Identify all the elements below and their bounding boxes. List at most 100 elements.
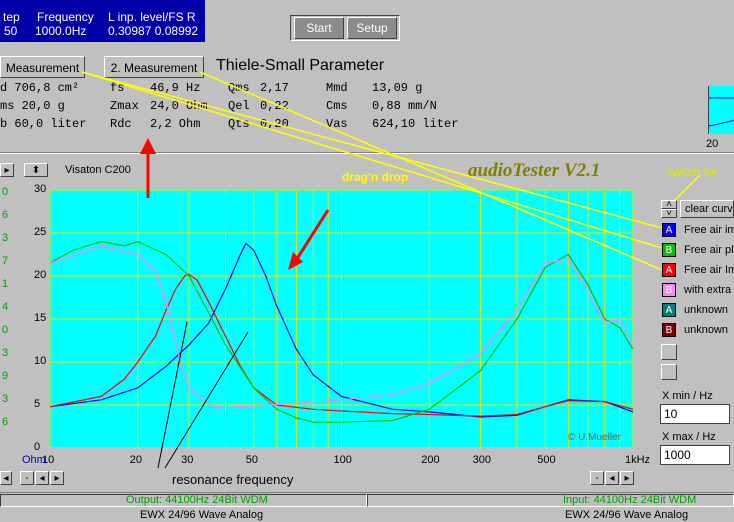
- red-arrow-up-head: [140, 138, 156, 154]
- status-col1-value: 50: [4, 24, 18, 38]
- param-volume: b 60,0 liter: [0, 117, 87, 131]
- green-tick: 4: [2, 301, 9, 313]
- x-tick-label: 20: [129, 454, 142, 466]
- status-col1-label: tep: [3, 10, 20, 24]
- param-qel-label: Qel: [228, 99, 250, 113]
- legend-swatch[interactable]: B: [662, 323, 676, 337]
- yellow-connector-line: [81, 71, 663, 229]
- green-tick: 1: [2, 278, 9, 290]
- yellow-connector-line: [199, 71, 663, 271]
- x-min-label: X min / Hz: [662, 390, 713, 402]
- speaker-name: Visaton C200: [65, 164, 131, 176]
- clear-curves-button[interactable]: clear curv: [680, 200, 734, 218]
- param-rdc-label: Rdc: [110, 117, 132, 131]
- legend-swatch[interactable]: B: [662, 283, 676, 297]
- page-title: Thiele-Small Parameter: [216, 57, 385, 74]
- zoom-out-button[interactable]: -: [590, 471, 604, 485]
- scroll-left-button[interactable]: ▸: [0, 163, 14, 177]
- scroll-right-2[interactable]: ▸: [50, 471, 64, 485]
- y-tick-label: 15: [34, 312, 47, 324]
- legend-swatch[interactable]: A: [662, 263, 676, 277]
- red-arrow-diagonal-head: [288, 252, 303, 270]
- zoom-button[interactable]: -: [20, 471, 34, 485]
- copyright-label: © U.Mueller: [568, 432, 621, 443]
- separator: [0, 152, 734, 154]
- status-col2-value: 1000.0Hz: [35, 24, 87, 38]
- legend-label[interactable]: unknown: [684, 324, 729, 336]
- scroll-left-2[interactable]: ◂: [35, 471, 49, 485]
- param-mass: ms 20,0 g: [0, 99, 65, 113]
- left-scale-green: 0 6 3 7 1 4 0 3 9 3 6: [0, 186, 14, 456]
- param-fs-value: 46,9 Hz: [150, 81, 201, 95]
- zoom-left-button[interactable]: ◂: [0, 471, 12, 485]
- x-tick-label: 100: [333, 454, 352, 466]
- mini-plot-tick: 20: [706, 138, 719, 150]
- x-max-input[interactable]: [660, 445, 730, 465]
- param-mmd-value: 13,09 g: [372, 81, 423, 95]
- legend-label[interactable]: unknown: [684, 304, 729, 316]
- legend-down-button[interactable]: ˅: [661, 209, 677, 219]
- measurement-2-button[interactable]: 2. Measurement: [104, 56, 204, 78]
- updown-button[interactable]: ⬍: [24, 163, 48, 177]
- param-area: d 706,8 cm²: [0, 81, 80, 95]
- green-tick: 6: [2, 416, 9, 428]
- x-tick-label: 50: [245, 454, 258, 466]
- legend-label[interactable]: Free air im: [684, 224, 734, 236]
- green-tick: 3: [2, 232, 9, 244]
- start-button[interactable]: Start: [294, 17, 344, 39]
- series-line-2: [49, 240, 634, 423]
- legend-empty-slot[interactable]: [661, 344, 677, 360]
- status-col3-label: L inp. level/FS R: [108, 10, 196, 24]
- legend-empty-slot[interactable]: [661, 364, 677, 380]
- legend-label[interactable]: with extra: [684, 284, 732, 296]
- status-panel: tep Frequency L inp. level/FS R 50 1000.…: [0, 0, 205, 42]
- param-vas-value: 624,10 liter: [372, 117, 459, 131]
- green-tick: 6: [2, 209, 9, 221]
- x-tick-label: 1kHz: [625, 454, 651, 466]
- drag-drop-label: drag'n drop: [342, 170, 409, 184]
- setup-button[interactable]: Setup: [347, 17, 397, 39]
- mini-plot-curves: [708, 97, 734, 127]
- output-frame: [0, 494, 367, 507]
- param-qel-value: 0,22: [260, 99, 289, 113]
- scroll-left-3[interactable]: ◂: [605, 471, 619, 485]
- x-tick-label: 500: [537, 454, 556, 466]
- toolbar-frame: [290, 15, 400, 41]
- input-device: EWX 24/96 Wave Analog: [565, 509, 689, 521]
- x-max-label: X max / Hz: [662, 431, 716, 443]
- app-title: audioTester V2.1: [468, 160, 601, 181]
- y-tick-label: 5: [34, 398, 41, 410]
- param-rdc-value: 2,2 Ohm: [150, 117, 201, 131]
- legend-label[interactable]: Free air Im: [684, 264, 734, 276]
- green-tick: 7: [2, 255, 9, 267]
- legend-label[interactable]: Free air pl: [684, 244, 734, 256]
- scroll-right-3[interactable]: ▸: [620, 471, 634, 485]
- y-tick-label: 30: [34, 183, 47, 195]
- resonance-pointer: [157, 321, 188, 469]
- switch-label: switch for: [667, 165, 718, 179]
- x-tick-label: 200: [421, 454, 440, 466]
- y-tick-label: 0: [34, 441, 41, 453]
- series-line-1: [49, 273, 634, 417]
- series-line-3: [49, 245, 634, 409]
- legend-swatch[interactable]: B: [662, 243, 676, 257]
- legend-up-button[interactable]: ˄: [661, 200, 677, 210]
- y-tick-label: 20: [34, 269, 47, 281]
- param-zmax-label: Zmax: [110, 99, 139, 113]
- measurement-1-button[interactable]: Measurement: [0, 56, 85, 78]
- green-tick: 3: [2, 347, 9, 359]
- y-unit-label: Ohm: [22, 454, 46, 466]
- legend-swatch[interactable]: A: [662, 303, 676, 317]
- input-label: Input: 44100Hz 24Bit WDM: [563, 494, 697, 506]
- resonance-label: resonance frequency: [172, 472, 294, 487]
- x-tick-label: 300: [472, 454, 491, 466]
- green-tick: 0: [2, 324, 9, 336]
- x-min-input[interactable]: [660, 404, 730, 424]
- impedance-plot[interactable]: [49, 189, 634, 449]
- x-tick-label: 10: [42, 454, 55, 466]
- param-mmd-label: Mmd: [326, 81, 348, 95]
- x-tick-label: 30: [181, 454, 194, 466]
- param-cms-value: 0,88 mm/N: [372, 99, 437, 113]
- legend-swatch[interactable]: A: [662, 223, 676, 237]
